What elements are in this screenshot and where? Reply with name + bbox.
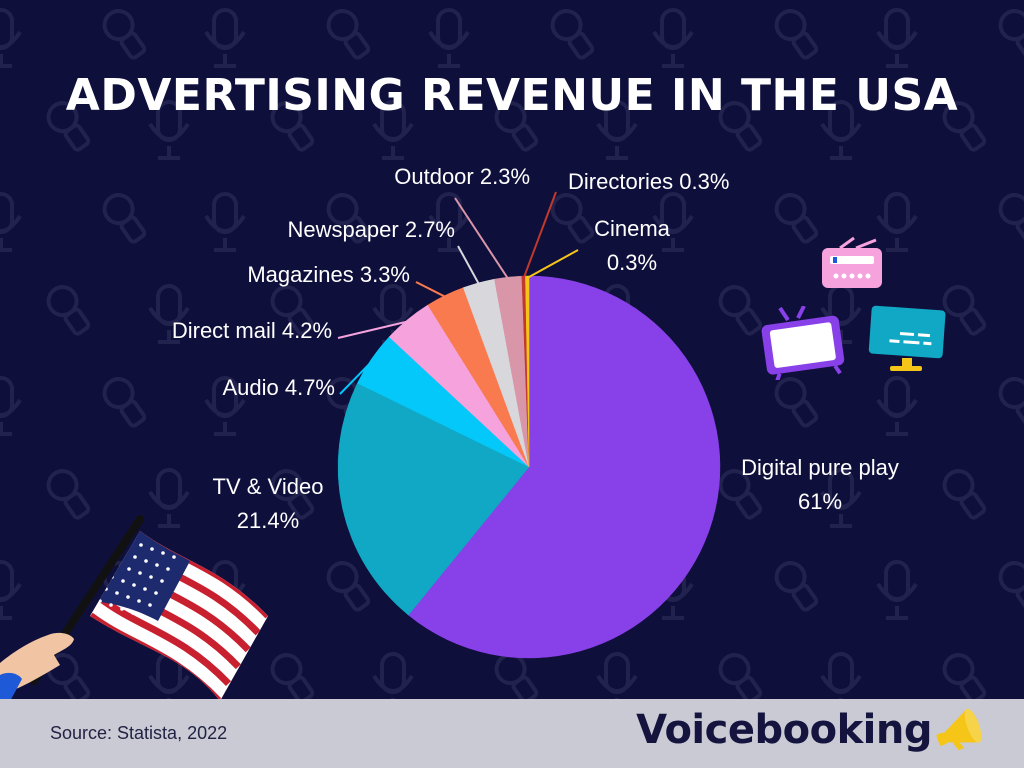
microphone-icon [0,192,22,252]
microphone-icon [876,376,918,436]
microphone-icon [372,100,414,160]
chart-title: ADVERTISING REVENUE IN THE USA [65,70,959,121]
microphone-icon [550,9,595,60]
microphone-icon [204,192,246,252]
source-note: Source: Statista, 2022 [50,723,228,743]
microphone-icon [942,285,987,336]
leader-line [522,191,557,279]
leader-line [415,281,447,299]
microphone-icon [148,468,190,528]
slice-label: Newspaper 2.7% [287,217,455,242]
microphone-icon [46,469,91,520]
microphone-icon [820,100,862,160]
microphone-icon [774,561,819,612]
leader-line [337,320,409,339]
slice-label: Cinema [594,216,671,241]
microphone-icon [942,469,987,520]
microphone-icon [204,8,246,68]
microphone-icon [46,101,91,152]
flag-icon [0,515,268,705]
microphone-icon [494,653,539,704]
slice-label: Directories 0.3% [568,169,729,194]
microphone-icon [876,560,918,620]
slice-label: Digital pure play [741,455,899,480]
microphone-icon [774,9,819,60]
microphone-icon [46,285,91,336]
microphone-icon [876,192,918,252]
microphone-icon [718,653,763,704]
slice-label: Magazines 3.3% [247,262,410,287]
slice-value-label: 61% [798,489,842,514]
microphone-icon [326,561,371,612]
microphone-icon [718,469,763,520]
tv-icon [761,306,845,380]
pie-slice-digital-pure-play [408,275,721,659]
microphone-icon [998,561,1024,612]
microphone-icon [270,285,315,336]
microphone-icon [652,192,694,252]
microphone-icon [0,376,22,436]
microphone-icon [326,9,371,60]
microphone-icon [148,100,190,160]
microphone-icon [428,8,470,68]
microphone-icon [998,9,1024,60]
microphone-icon [102,9,147,60]
slice-label: Outdoor 2.3% [394,164,530,189]
slice-label: TV & Video [213,474,324,499]
microphone-icon [270,653,315,704]
footer-bar: Source: Statista, 2022 Voicebooking [0,699,1024,768]
microphone-icon [102,377,147,428]
monitor-icon [868,305,946,371]
microphone-icon [718,285,763,336]
leader-line [457,245,481,286]
microphone-icon [774,377,819,428]
microphone-icon [942,101,987,152]
microphone-icon [204,376,246,436]
pie-slice-tv-video [337,382,530,616]
microphone-icon [820,468,862,528]
microphone-icon [998,377,1024,428]
microphone-icon [876,8,918,68]
microphone-icon [718,101,763,152]
leader-line [339,359,374,395]
brand-logo[interactable]: Voicebooking [636,707,932,753]
microphone-icon [270,101,315,152]
megaphone-icon [936,708,982,751]
microphone-icon [428,192,470,252]
slice-value-label: 21.4% [237,508,299,533]
slice-label: Direct mail 4.2% [172,318,332,343]
microphone-icon [270,469,315,520]
microphone-icon [550,193,595,244]
slice-value-label: 0.3% [607,250,657,275]
microphone-icon [652,8,694,68]
microphone-icon [942,653,987,704]
microphone-icon [148,284,190,344]
slice-label: Audio 4.7% [222,375,335,400]
microphone-icon [0,8,22,68]
radio-icon [822,236,882,288]
microphone-icon [494,101,539,152]
leader-line [454,197,510,280]
microphone-icon [326,193,371,244]
microphone-icon [774,193,819,244]
leader-line [526,249,579,279]
microphone-icon [596,100,638,160]
microphone-icon [0,560,22,620]
microphone-icon [102,193,147,244]
pie-chart: Digital pure play 61% TV & Video 21.4% Audio… [172,164,899,659]
microphone-icon [998,193,1024,244]
